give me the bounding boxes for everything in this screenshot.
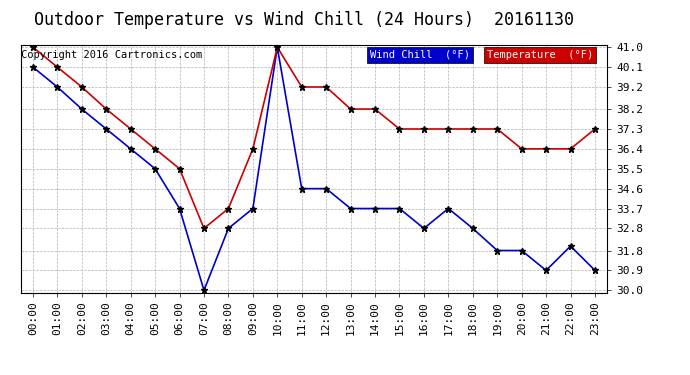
Text: Temperature  (°F): Temperature (°F): [487, 50, 593, 60]
Text: Copyright 2016 Cartronics.com: Copyright 2016 Cartronics.com: [21, 50, 203, 60]
Text: Outdoor Temperature vs Wind Chill (24 Hours)  20161130: Outdoor Temperature vs Wind Chill (24 Ho…: [34, 11, 573, 29]
Text: Wind Chill  (°F): Wind Chill (°F): [370, 50, 470, 60]
